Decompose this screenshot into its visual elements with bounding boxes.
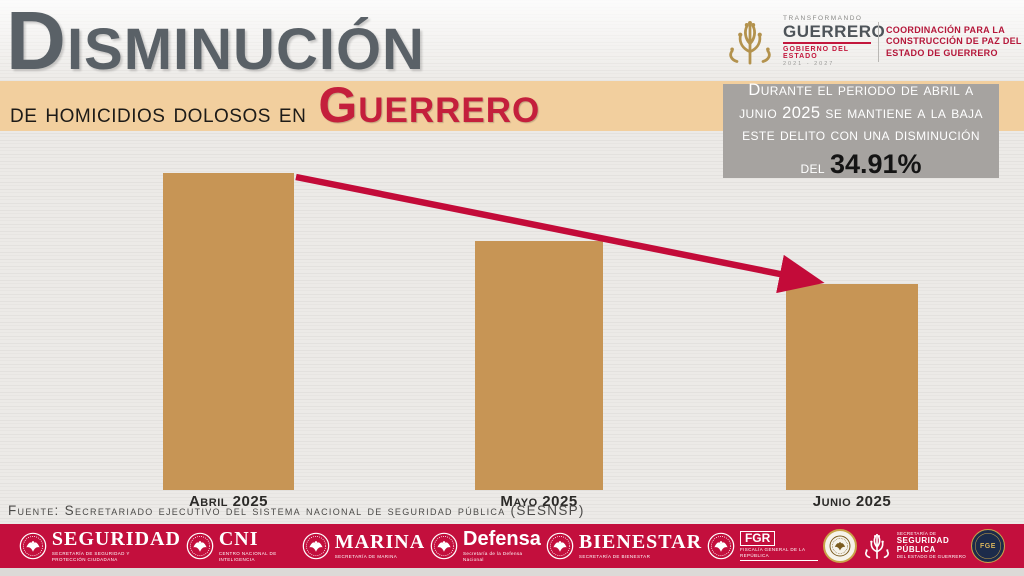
agency-subtitle: Secretaría de la Defensa Nacional: [463, 550, 523, 562]
subtitle-state-name: Guerrero: [318, 77, 541, 133]
logo-fgr: FGR Fiscalía General de la República: [707, 530, 818, 562]
coordination-label: Coordinación para la construcción de paz…: [886, 25, 1022, 59]
fge-seal-icon: FGE: [970, 529, 1005, 563]
agency-subtitle: Secretaría de Seguridad y Protección Ciu…: [51, 550, 130, 562]
bar-mayo-2025: [475, 241, 603, 490]
guardia-nacional-seal-icon: [822, 529, 857, 563]
logo-ssp-guerrero: Secretaría de Seguridad Pública del Esta…: [862, 531, 967, 560]
brand-tagline: Transformando: [783, 15, 863, 23]
eagle-seal-icon: [430, 532, 458, 560]
eagle-seal-icon: [302, 532, 330, 560]
bar-junio-2025: [786, 284, 918, 490]
agency-name: MARINA: [334, 531, 426, 554]
decrease-percentage: 34.91%: [829, 149, 922, 180]
source-citation: Fuente: Secretariado ejecutivo del siste…: [8, 503, 585, 518]
logo-divider: [878, 22, 879, 62]
agencies-footer-bar: SEGURIDAD Secretaría de Seguridad y Prot…: [0, 524, 1024, 568]
axis-label-junio: Junio 2025: [812, 493, 892, 510]
stat-callout-box: Durante el periodo de abril a junio 2025…: [723, 81, 999, 179]
brand-government-label: Gobierno del Estado: [783, 46, 849, 61]
agency-subtitle: Secretaría de Bienestar: [578, 553, 651, 559]
brand-period: 2021 - 2027: [783, 60, 835, 67]
agency-name: SEGURIDAD: [51, 528, 181, 551]
brand-state-name: Guerrero: [783, 23, 885, 45]
gold-eagle-icon: [829, 535, 851, 557]
agency-name: FGR: [739, 530, 776, 546]
eagle-seal-icon: [546, 532, 574, 560]
amate-tree-icon: [862, 532, 892, 560]
agency-name: CNI: [218, 528, 259, 551]
bottom-strip: [0, 568, 1024, 576]
coordination-line: Coordinación para la: [886, 25, 1005, 36]
subtitle: de homicidios dolosos en Guerrero: [10, 77, 541, 133]
logo-bienestar: BIENESTAR Secretaría de Bienestar: [546, 532, 702, 560]
bar-abril-2025: [163, 173, 294, 490]
logo-seguridad: SEGURIDAD Secretaría de Seguridad y Prot…: [19, 529, 181, 562]
page-title: Disminución: [6, 0, 425, 87]
eagle-seal-icon: [186, 532, 214, 560]
eagle-seal-icon: [19, 532, 47, 560]
agency-name: BIENESTAR: [578, 531, 703, 554]
coordination-line: Estado de Guerrero: [886, 47, 998, 58]
government-brand-text: Transformando Guerrero Gobierno del Esta…: [783, 15, 885, 67]
agency-subtitle: Centro Nacional de Inteligencia: [218, 550, 277, 562]
subtitle-prefix: de homicidios dolosos en: [10, 98, 307, 128]
coordination-line: construcción de paz del: [886, 36, 1022, 47]
eagle-seal-icon: [707, 532, 735, 560]
axis-label-mayo: Mayo 2025: [500, 493, 578, 510]
ssp-supertitle: Secretaría de: [896, 531, 937, 537]
agency-name: Defensa: [463, 528, 541, 551]
stat-callout-text: Durante el periodo de abril a junio 2025…: [739, 81, 983, 180]
logo-cni: CNI Centro Nacional de Inteligencia: [186, 529, 297, 562]
guerrero-government-logo: Transformando Guerrero Gobierno del Esta…: [724, 14, 1021, 70]
ssp-name-line2: Pública: [896, 545, 936, 554]
ssp-subtitle: del Estado de Guerrero: [896, 553, 967, 559]
logo-defensa: Defensa Secretaría de la Defensa Naciona…: [430, 529, 541, 562]
ssp-name-line1: Seguridad: [896, 536, 950, 546]
agency-subtitle: Secretaría de Marina: [334, 553, 398, 559]
fge-abbreviation: FGE: [980, 542, 996, 550]
axis-label-abril: Abril 2025: [188, 493, 269, 510]
agency-subtitle: Fiscalía General de la República: [739, 547, 818, 562]
logo-marina: MARINA Secretaría de Marina: [302, 532, 425, 560]
